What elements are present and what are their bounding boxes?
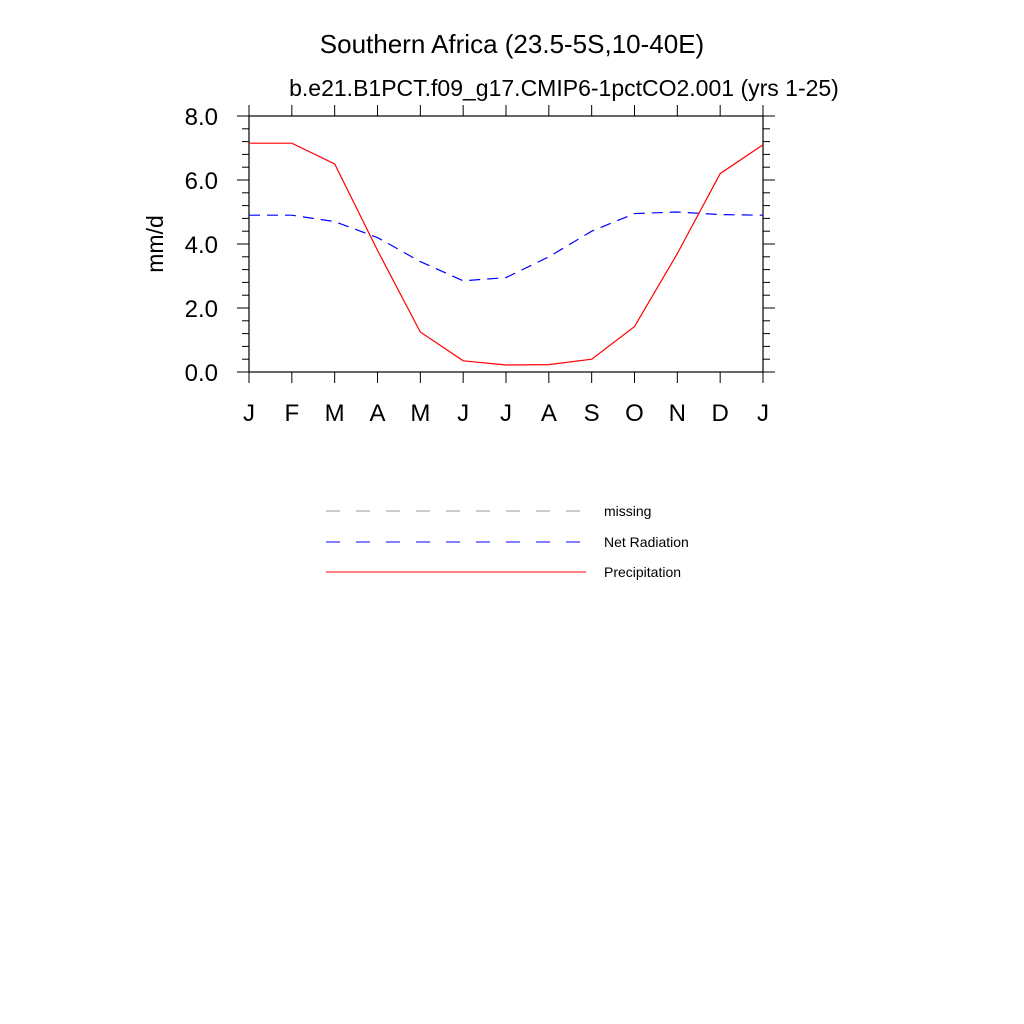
x-tick-label: M [410, 400, 430, 427]
legend-label-precipitation: Precipitation [604, 564, 681, 580]
x-tick-label: J [500, 400, 512, 427]
x-tick-label: J [457, 400, 469, 427]
x-tick-label: A [369, 400, 385, 427]
chart-subtitle: b.e21.B1PCT.f09_g17.CMIP6-1pctCO2.001 (y… [289, 75, 839, 101]
x-tick-label: M [325, 400, 345, 427]
plot-area: 0.02.04.06.08.0J F M A M J J A S O N D J [185, 104, 775, 427]
x-tick-label: F [284, 400, 299, 427]
x-tick-label: A [541, 400, 557, 427]
y-tick-label: 2.0 [185, 296, 218, 323]
x-tick-label: D [711, 400, 728, 427]
series-line-precipitation [249, 142, 764, 366]
y-tick-label: 4.0 [185, 232, 218, 259]
x-tick-label: O [625, 400, 644, 427]
legend-label-missing: missing [604, 503, 651, 519]
series-line-net-radiation [249, 211, 764, 282]
plot-frame [248, 115, 764, 373]
x-tick-label: S [584, 400, 600, 427]
y-tick-label: 0.0 [185, 360, 218, 387]
x-tick-label: J [757, 400, 769, 427]
x-tick-label: N [669, 400, 686, 427]
y-axis-label: mm/d [142, 215, 168, 273]
y-tick-label: 6.0 [185, 168, 218, 195]
y-tick-label: 8.0 [185, 104, 218, 131]
x-tick-label: J [243, 400, 255, 427]
legend-label-net-radiation: Net Radiation [604, 534, 689, 550]
chart-title: Southern Africa (23.5-5S,10-40E) [320, 29, 704, 59]
legend: missing Net Radiation Precipitation [326, 503, 689, 580]
